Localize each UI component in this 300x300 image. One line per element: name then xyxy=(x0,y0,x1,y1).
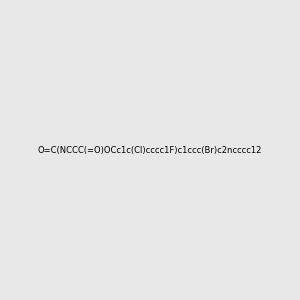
Text: O=C(NCCC(=O)OCc1c(Cl)cccc1F)c1ccc(Br)c2ncccc12: O=C(NCCC(=O)OCc1c(Cl)cccc1F)c1ccc(Br)c2n… xyxy=(38,146,262,154)
